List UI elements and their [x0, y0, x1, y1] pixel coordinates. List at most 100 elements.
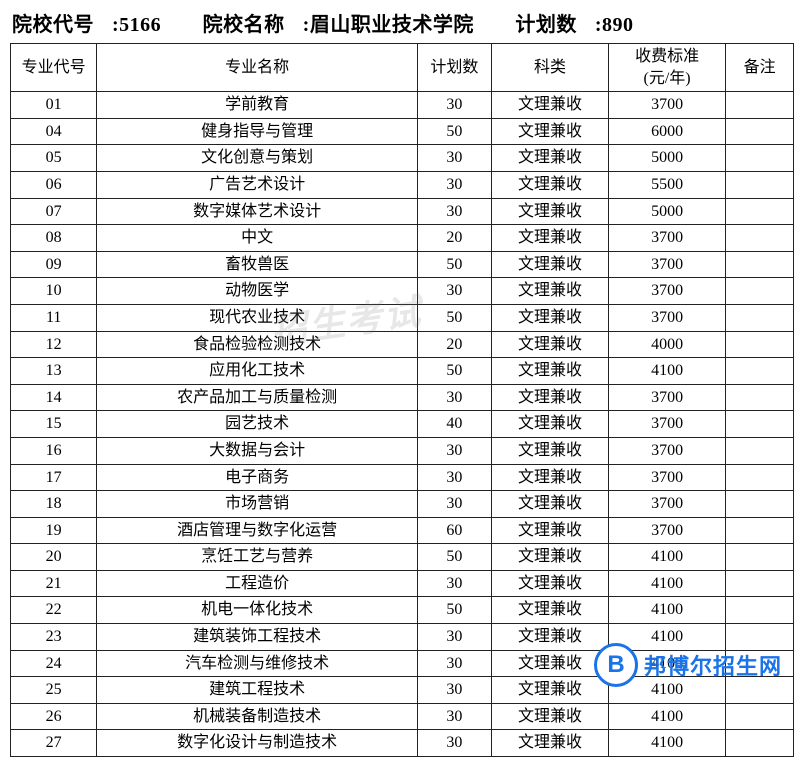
cell-code: 11	[11, 304, 97, 331]
cell-category: 文理兼收	[491, 251, 608, 278]
school-name-label: 院校名称	[203, 14, 285, 36]
cell-name: 机电一体化技术	[97, 597, 418, 624]
cell-fee: 4100	[609, 358, 726, 385]
table-row: 25建筑工程技术30文理兼收4100	[11, 677, 794, 704]
table-row: 10动物医学30文理兼收3700	[11, 278, 794, 305]
cell-note	[726, 491, 794, 518]
cell-category: 文理兼收	[491, 92, 608, 119]
cell-name: 学前教育	[97, 92, 418, 119]
cell-plan: 30	[417, 730, 491, 757]
cell-note	[726, 677, 794, 704]
cell-fee: 3700	[609, 464, 726, 491]
cell-category: 文理兼收	[491, 358, 608, 385]
cell-plan: 50	[417, 544, 491, 571]
cell-fee: 3700	[609, 517, 726, 544]
table-row: 19酒店管理与数字化运营60文理兼收3700	[11, 517, 794, 544]
col-header-name: 专业名称	[97, 44, 418, 92]
school-code-value: 5166	[119, 14, 161, 36]
cell-category: 文理兼收	[491, 650, 608, 677]
cell-category: 文理兼收	[491, 331, 608, 358]
cell-code: 05	[11, 145, 97, 172]
table-row: 26机械装备制造技术30文理兼收4100	[11, 703, 794, 730]
cell-name: 电子商务	[97, 464, 418, 491]
cell-plan: 30	[417, 703, 491, 730]
cell-note	[726, 118, 794, 145]
cell-fee: 3700	[609, 251, 726, 278]
cell-plan: 30	[417, 384, 491, 411]
cell-code: 19	[11, 517, 97, 544]
table-row: 09畜牧兽医50文理兼收3700	[11, 251, 794, 278]
cell-name: 园艺技术	[97, 411, 418, 438]
cell-plan: 30	[417, 491, 491, 518]
table-row: 08中文20文理兼收3700	[11, 225, 794, 252]
cell-name: 建筑工程技术	[97, 677, 418, 704]
cell-category: 文理兼收	[491, 491, 608, 518]
cell-note	[726, 92, 794, 119]
cell-plan: 20	[417, 225, 491, 252]
cell-fee: 4000	[609, 331, 726, 358]
table-row: 27数字化设计与制造技术30文理兼收4100	[11, 730, 794, 757]
cell-fee: 3700	[609, 411, 726, 438]
majors-table: 专业代号 专业名称 计划数 科类 收费标准 (元/年) 备注 01学前教育30文…	[10, 43, 794, 757]
school-code-group: 院校代号:5166	[12, 14, 185, 36]
cell-code: 14	[11, 384, 97, 411]
cell-note	[726, 251, 794, 278]
cell-fee: 4100	[609, 650, 726, 677]
cell-category: 文理兼收	[491, 544, 608, 571]
cell-fee: 4100	[609, 677, 726, 704]
cell-code: 01	[11, 92, 97, 119]
plan-total-value: 890	[602, 14, 634, 36]
cell-fee: 3700	[609, 304, 726, 331]
cell-fee: 3700	[609, 437, 726, 464]
cell-category: 文理兼收	[491, 304, 608, 331]
cell-plan: 50	[417, 304, 491, 331]
cell-code: 16	[11, 437, 97, 464]
table-row: 15园艺技术40文理兼收3700	[11, 411, 794, 438]
cell-name: 烹饪工艺与营养	[97, 544, 418, 571]
cell-name: 汽车检测与维修技术	[97, 650, 418, 677]
cell-note	[726, 437, 794, 464]
cell-fee: 3700	[609, 225, 726, 252]
cell-code: 10	[11, 278, 97, 305]
cell-category: 文理兼收	[491, 730, 608, 757]
col-header-code: 专业代号	[11, 44, 97, 92]
cell-category: 文理兼收	[491, 517, 608, 544]
col-header-category: 科类	[491, 44, 608, 92]
cell-name: 大数据与会计	[97, 437, 418, 464]
cell-plan: 30	[417, 437, 491, 464]
cell-plan: 30	[417, 278, 491, 305]
cell-plan: 30	[417, 198, 491, 225]
cell-fee: 4100	[609, 597, 726, 624]
cell-category: 文理兼收	[491, 624, 608, 651]
cell-code: 22	[11, 597, 97, 624]
table-row: 17电子商务30文理兼收3700	[11, 464, 794, 491]
table-header-row: 专业代号 专业名称 计划数 科类 收费标准 (元/年) 备注	[11, 44, 794, 92]
cell-name: 广告艺术设计	[97, 171, 418, 198]
cell-name: 酒店管理与数字化运营	[97, 517, 418, 544]
plan-total-label: 计划数	[515, 14, 577, 36]
plan-total-group: 计划数:890	[515, 14, 651, 36]
cell-category: 文理兼收	[491, 437, 608, 464]
cell-fee: 3700	[609, 384, 726, 411]
cell-fee: 4100	[609, 730, 726, 757]
cell-code: 20	[11, 544, 97, 571]
table-row: 18市场营销30文理兼收3700	[11, 491, 794, 518]
table-row: 21工程造价30文理兼收4100	[11, 570, 794, 597]
cell-note	[726, 597, 794, 624]
cell-fee: 4100	[609, 703, 726, 730]
table-row: 14农产品加工与质量检测30文理兼收3700	[11, 384, 794, 411]
cell-code: 24	[11, 650, 97, 677]
cell-plan: 30	[417, 92, 491, 119]
cell-category: 文理兼收	[491, 118, 608, 145]
cell-name: 数字媒体艺术设计	[97, 198, 418, 225]
cell-category: 文理兼收	[491, 145, 608, 172]
table-row: 06广告艺术设计30文理兼收5500	[11, 171, 794, 198]
school-name-value: 眉山职业技术学院	[310, 14, 474, 36]
cell-name: 市场营销	[97, 491, 418, 518]
cell-code: 21	[11, 570, 97, 597]
table-body: 01学前教育30文理兼收370004健身指导与管理50文理兼收600005文化创…	[11, 92, 794, 757]
cell-category: 文理兼收	[491, 570, 608, 597]
cell-plan: 50	[417, 118, 491, 145]
cell-name: 现代农业技术	[97, 304, 418, 331]
table-row: 11现代农业技术50文理兼收3700	[11, 304, 794, 331]
